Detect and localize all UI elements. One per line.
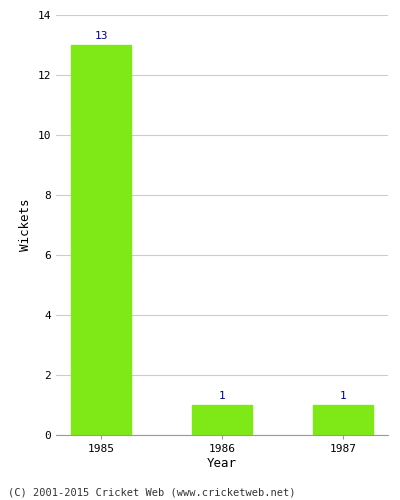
Bar (312, 405, 373, 435)
Y-axis label: Wickets: Wickets (19, 198, 32, 251)
Text: 1: 1 (219, 392, 225, 402)
Text: 1: 1 (339, 392, 346, 402)
Text: 13: 13 (94, 32, 108, 42)
Text: (C) 2001-2015 Cricket Web (www.cricketweb.net): (C) 2001-2015 Cricket Web (www.cricketwe… (8, 488, 296, 498)
Bar (71, 45, 132, 435)
Bar (192, 405, 252, 435)
X-axis label: Year: Year (207, 457, 237, 470)
